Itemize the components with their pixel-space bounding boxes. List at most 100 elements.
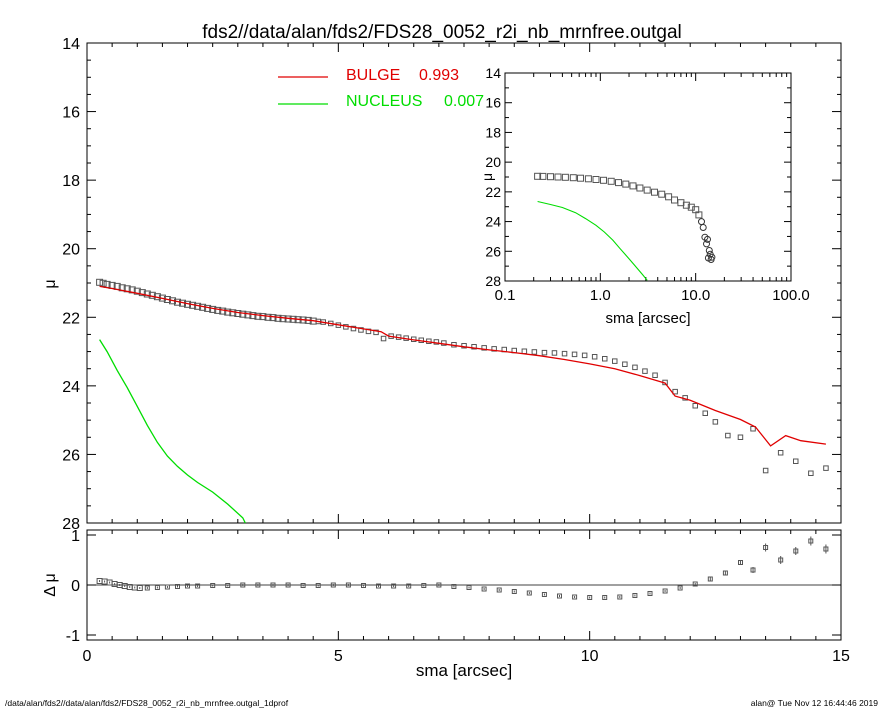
main-data-point xyxy=(591,354,598,360)
main-data-point xyxy=(224,308,232,316)
inset-data-point xyxy=(703,240,710,248)
residual-point xyxy=(315,583,321,588)
main-data-point xyxy=(612,358,618,364)
residual-point xyxy=(808,538,814,544)
main-ytick-label: 26 xyxy=(62,447,80,464)
residual-xlabel: sma [arcsec] xyxy=(416,661,512,680)
residual-point xyxy=(136,585,143,591)
residual-point xyxy=(823,546,829,552)
main-data-point xyxy=(358,327,364,333)
legend-nucleus-value: 0.007 xyxy=(444,93,484,110)
main-data-point xyxy=(737,434,744,440)
residual-point xyxy=(738,560,743,565)
main-ytick-label: 14 xyxy=(62,36,80,53)
residual-point xyxy=(692,581,698,587)
residual-point xyxy=(421,583,427,588)
main-data-point xyxy=(274,314,282,322)
main-data-point xyxy=(264,313,272,321)
main-ytick-label: 18 xyxy=(62,173,80,190)
residual-point xyxy=(185,583,190,589)
inset-ytick-label: 22 xyxy=(485,184,501,200)
residual-panel-data xyxy=(87,536,841,600)
inset-data-point xyxy=(704,235,711,243)
legend-nucleus-label: NUCLEUS xyxy=(346,93,422,110)
residual-point xyxy=(436,582,442,588)
residual-point xyxy=(557,593,562,599)
main-data-point xyxy=(259,313,267,321)
residual-point xyxy=(707,576,713,582)
inset-ytick-label: 20 xyxy=(485,154,501,170)
inset-data-point xyxy=(615,179,622,187)
main-panel-ticks: 14 16 18 20 22 24 26 28 xyxy=(62,36,842,533)
residual-point xyxy=(763,545,769,550)
inset-data-point xyxy=(554,173,562,181)
main-ytick-label: 24 xyxy=(62,379,80,396)
main-ytick-label: 20 xyxy=(62,242,80,259)
residual-point xyxy=(175,584,180,589)
inset-xtick-label: 100.0 xyxy=(772,287,810,304)
residual-point xyxy=(225,583,231,588)
residual-ylabel: Δ μ xyxy=(42,573,59,596)
inset-data-point xyxy=(622,180,630,188)
inset-data-point xyxy=(695,211,703,219)
main-data-point xyxy=(808,470,814,476)
inset-panel-data xyxy=(534,172,716,281)
main-data-point xyxy=(672,388,678,395)
inset-xtick-label: 0.1 xyxy=(495,287,516,304)
residual-point xyxy=(677,585,683,591)
main-data-point xyxy=(99,279,107,287)
inset-data-point xyxy=(651,188,658,196)
inset-data-point xyxy=(708,253,716,261)
main-data-point xyxy=(254,312,262,320)
residual-point xyxy=(587,595,593,600)
main-data-point xyxy=(380,335,387,342)
residual-point xyxy=(164,584,170,590)
inset-data-point xyxy=(643,186,651,194)
residual-point xyxy=(406,583,412,589)
main-data-point xyxy=(551,350,558,356)
main-data-point xyxy=(433,339,440,345)
main-data-point xyxy=(138,289,146,297)
residual-panel-ticks: 10-10 5 10 15 xyxy=(66,528,850,665)
main-data-point xyxy=(702,410,708,416)
residual-point xyxy=(270,582,276,588)
legend-bulge-value: 0.993 xyxy=(419,67,459,84)
inset-data-point xyxy=(584,175,592,183)
residual-point xyxy=(210,583,216,588)
residual-point xyxy=(300,583,306,588)
inset-xtick-label: 10.0 xyxy=(681,287,710,304)
residual-point xyxy=(391,583,397,589)
residual-point xyxy=(345,582,351,588)
inset-panel: 14 16 18 20 22 24 26 280.1 1.0 10.0 100.0 μ sma [a… xyxy=(479,65,810,327)
main-data-point xyxy=(461,343,467,349)
main-data-point xyxy=(632,364,638,371)
main-data-point xyxy=(581,352,588,359)
main-data-point xyxy=(762,467,769,474)
residual-xtick-label: 15 xyxy=(832,648,850,665)
main-data-point xyxy=(239,310,247,318)
main-bulge-line xyxy=(99,285,826,447)
residual-ytick-label: 0 xyxy=(71,578,80,595)
inset-ytick-label: 14 xyxy=(485,65,501,81)
inset-data-point xyxy=(577,174,584,182)
residual-point xyxy=(154,585,160,590)
residual-point xyxy=(330,582,336,588)
main-panel-data xyxy=(96,278,829,524)
residual-point xyxy=(466,585,472,590)
inset-data-point xyxy=(569,174,577,182)
residual-point xyxy=(541,592,547,597)
main-data-point xyxy=(571,351,578,358)
main-data-point xyxy=(350,325,357,332)
main-ylabel: μ xyxy=(42,279,59,288)
residual-xtick-label: 10 xyxy=(581,648,599,665)
residual-xtick-label: 5 xyxy=(334,648,343,665)
inset-data-point xyxy=(658,190,666,198)
inset-data-point xyxy=(699,224,707,231)
main-panel: 14 16 18 20 22 24 26 28 μ xyxy=(42,36,842,533)
residual-point xyxy=(511,589,517,594)
inset-xtick-label: 1.0 xyxy=(590,287,611,304)
inset-data-point xyxy=(607,177,615,185)
main-data-point xyxy=(725,432,731,439)
main-data-point xyxy=(143,290,151,298)
